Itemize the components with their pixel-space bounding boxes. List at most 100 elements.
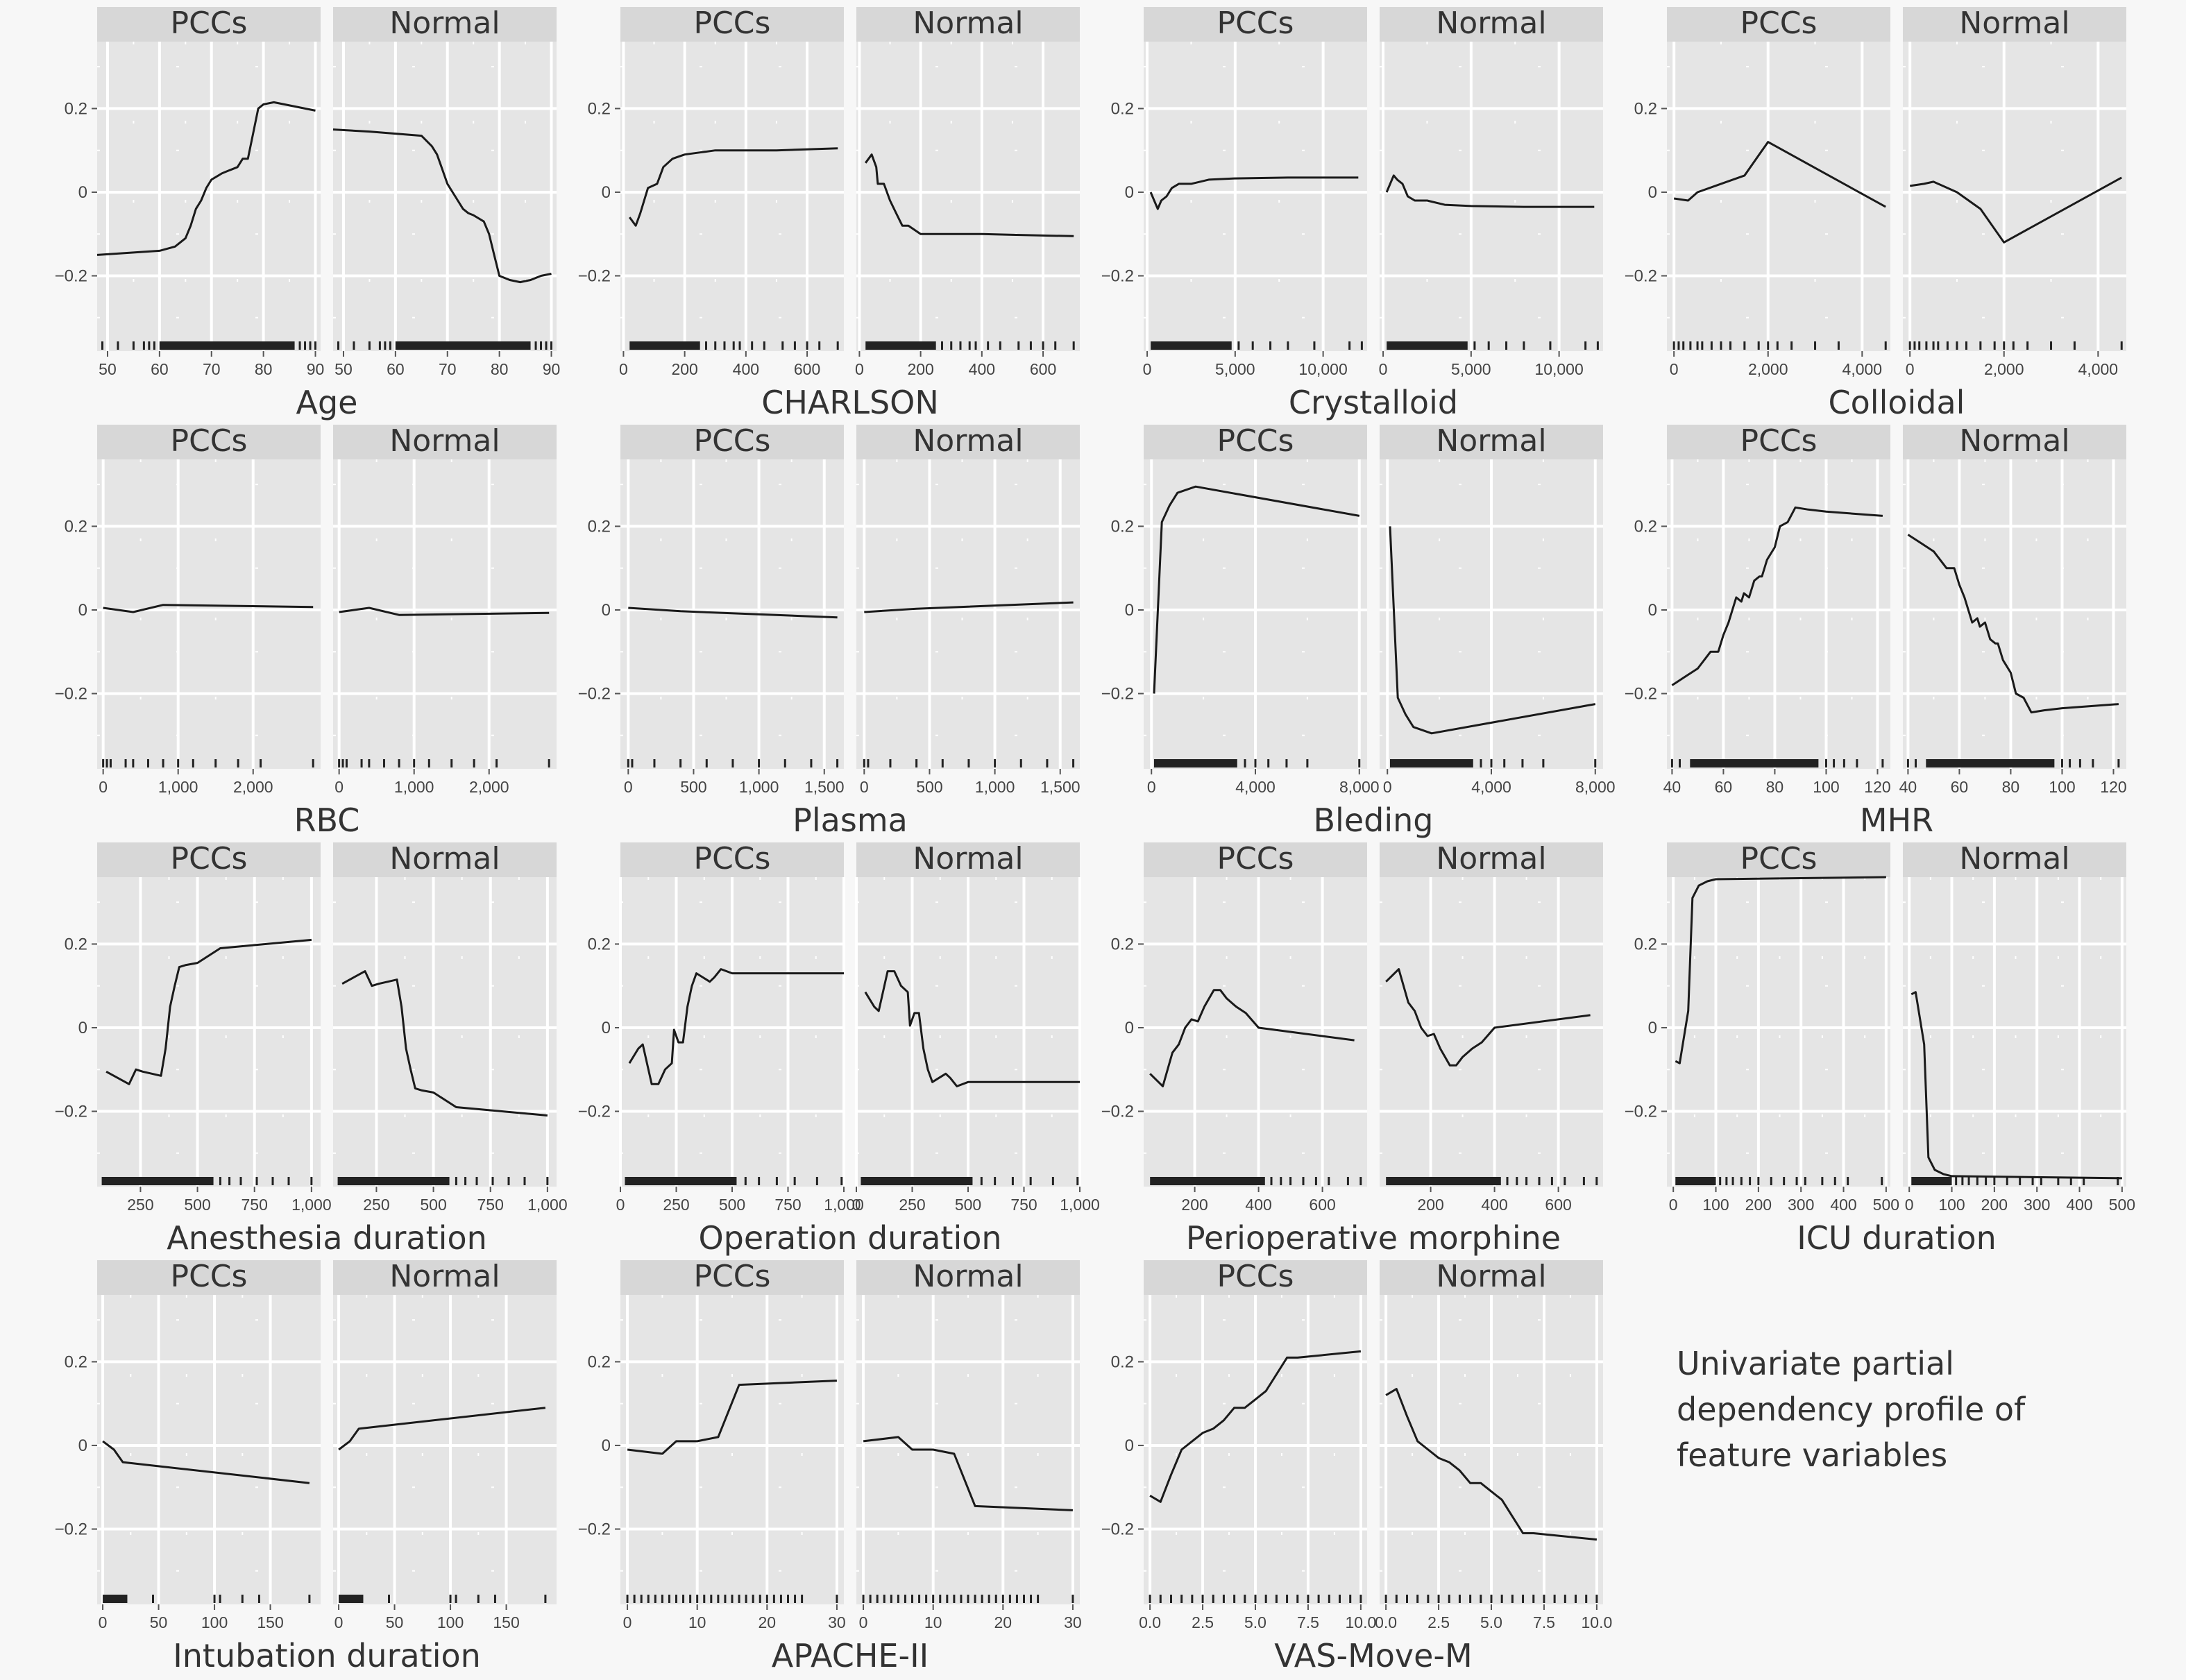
x-tick-label: 0 [616,1196,625,1214]
x-tick-label: 10,000 [1298,360,1347,378]
y-tick-label: 0.2 [1111,1352,1134,1371]
y-tick-label: 0.2 [588,935,611,953]
x-tick-label: 0 [1143,360,1152,378]
y-tick-label: −0.2 [578,1103,611,1121]
x-tick-label: 200 [1181,1196,1208,1214]
chart-mhr: 0.2 0 −0.2 PCCs 40 60 80 100 120 Normal 40 60 80 100 1… [1625,423,2127,839]
y-tick-label: 0.2 [1111,935,1134,953]
x-tick-label: 100 [1702,1196,1729,1214]
x-axis-title: Bleding [1314,801,1434,839]
x-tick-label: 600 [794,360,820,378]
x-tick-label: 4,000 [1235,778,1276,796]
x-tick-label: 1,000 [1060,1196,1100,1214]
rug-band [1389,759,1473,767]
x-tick-label: 500 [184,1196,210,1214]
chart-plasma: 0.2 0 −0.2 PCCs 0 500 1,000 1,500 Normal 0 500 1,00… [578,423,1081,839]
x-tick-label: 200 [671,360,697,378]
facet-normal: Normal 250 500 750 1,000 [333,841,568,1214]
y-tick-label: 0.2 [65,1352,87,1371]
y-tick-label: −0.2 [1101,1103,1134,1121]
facet-strip [1380,425,1603,459]
x-tick-label: 0 [1670,360,1679,378]
y-tick-label: −0.2 [1101,267,1134,286]
profile-line [1909,176,2122,244]
x-tick-label: 2.5 [1192,1613,1214,1631]
facet-normal: Normal 0 2,000 4,000 [1903,6,2126,378]
facet-strip-label: Normal [389,423,500,459]
facet-strip [333,842,557,877]
chart-intubation-duration: 0.2 0 −0.2 PCCs 0 50 100 150 Normal 0 50 100 150 Intu… [55,1259,557,1674]
y-tick-label: 0 [78,1436,87,1455]
facet-pccs: PCCs 0 4,000 8,000 [1144,423,1380,796]
x-tick-label: 120 [1864,778,1890,796]
panel-background [856,459,1080,769]
x-axis-title: Perioperative morphine [1186,1219,1561,1257]
facet-strip-label: Normal [389,6,500,41]
x-tick-label: 500 [955,1196,981,1214]
facet-strip [1380,1260,1603,1295]
facet-normal: Normal 0 500 1,000 1,500 [856,423,1081,796]
y-tick-label: 0 [1125,183,1134,202]
x-tick-label: 60 [1951,778,1969,796]
facet-strip [1380,842,1603,877]
facet-strip [333,1260,557,1295]
x-tick-label: 60 [1715,778,1733,796]
x-axis-title: MHR [1860,801,1933,839]
figure-caption: Univariate partial dependency profile of… [1677,1345,2026,1474]
profile-line [96,101,316,256]
x-tick-label: 0 [624,778,633,796]
y-tick-label: 0 [602,601,611,620]
y-tick-label: 0 [1648,601,1657,620]
profile-line [1389,526,1596,735]
panel-background [1144,877,1367,1187]
x-tick-label: 0 [99,1613,108,1631]
x-tick-label: 8,000 [1575,778,1616,796]
facet-normal: Normal 0 250 500 750 1,000 [852,841,1100,1214]
facet-normal: Normal 0 5,000 10,000 [1379,6,1603,378]
x-axis-title: Crystalloid [1289,384,1458,421]
x-tick-label: 1,000 [739,778,779,796]
facet-strip [1667,425,1890,459]
x-tick-label: 500 [916,778,942,796]
x-tick-label: 1,500 [804,778,845,796]
panel-background [1667,459,1890,769]
x-tick-label: 1,000 [824,1196,864,1214]
facet-strip [620,7,844,42]
x-tick-label: 5,000 [1451,360,1491,378]
facet-normal: Normal 0 10 20 30 [856,1259,1082,1631]
profile-line [103,604,314,613]
x-tick-label: 200 [1745,1196,1772,1214]
x-tick-label: 2,000 [233,778,273,796]
panel-background [97,1295,321,1604]
facet-pccs: PCCs 0 200 400 600 [619,6,844,378]
x-axis-title: Intubation duration [173,1637,481,1674]
facet-pccs: PCCs 0 250 500 750 1,000 [616,841,864,1214]
facet-strip [856,7,1080,42]
x-tick-label: 0 [860,778,869,796]
rug-band [1153,759,1237,767]
x-axis-title: Anesthesia duration [167,1219,487,1257]
facet-strip-label: PCCs [1740,423,1818,459]
y-tick-label: −0.2 [578,267,611,286]
facet-strip [97,1260,321,1295]
x-axis-title: APACHE-II [772,1637,929,1674]
facet-pccs: PCCs 0 1,000 2,000 [97,423,321,796]
x-tick-label: 90 [307,360,325,378]
x-tick-label: 0 [852,1196,861,1214]
x-tick-label: 0.0 [1139,1613,1161,1631]
facet-strip [97,7,321,42]
y-tick-label: 0.2 [1111,517,1134,536]
y-tick-label: 0 [78,1019,87,1037]
panel-background [856,1295,1080,1604]
rug-band [101,1177,214,1185]
x-tick-label: 100 [1813,778,1839,796]
facet-strip [1903,842,2126,877]
x-tick-label: 400 [733,360,759,378]
rug-band [1911,1177,1952,1185]
x-tick-label: 8,000 [1339,778,1380,796]
x-tick-label: 0 [99,778,108,796]
profile-line [864,153,1074,237]
x-tick-label: 500 [719,1196,745,1214]
profile-line [341,970,548,1117]
x-tick-label: 10 [688,1613,706,1631]
